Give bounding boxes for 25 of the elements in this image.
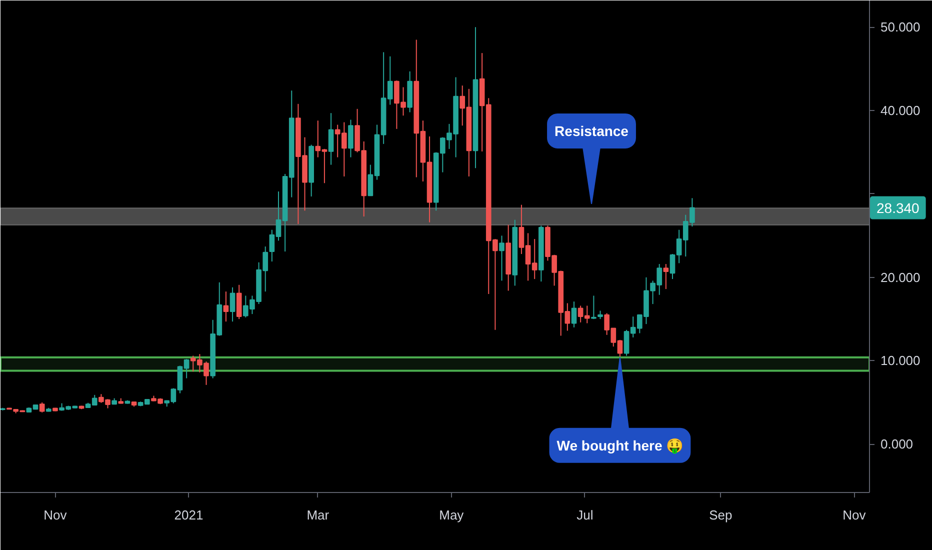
candlestick [499,235,504,282]
candlestick [236,284,242,320]
x-tick-label: Sep [709,508,732,522]
x-tick-label: Nov [44,508,68,522]
candlestick [591,295,596,320]
candlestick [230,286,236,322]
x-tick-label: Nov [842,508,866,522]
candlestick [328,112,334,166]
candlestick [571,301,577,328]
candlestick [39,402,45,413]
x-tick-label: Mar [306,508,330,522]
y-tick-label: 0.000 [880,436,914,452]
x-tick-label: 2021 [174,508,204,522]
y-tick-label: 50.000 [880,20,920,35]
annotation: Resistance [554,122,629,139]
candlestick [348,119,354,158]
y-tick-label: 10.000 [880,353,920,368]
annotation: We bought here 🤑 [556,437,684,454]
y-tick-label: 40.000 [880,103,920,118]
candlestick [663,264,669,290]
x-tick-label: May [439,508,464,522]
candlestick [223,291,229,322]
y-tick-label: 20.000 [880,270,920,285]
x-tick-label: Jul [576,508,594,522]
text: 28.340 [876,200,920,216]
